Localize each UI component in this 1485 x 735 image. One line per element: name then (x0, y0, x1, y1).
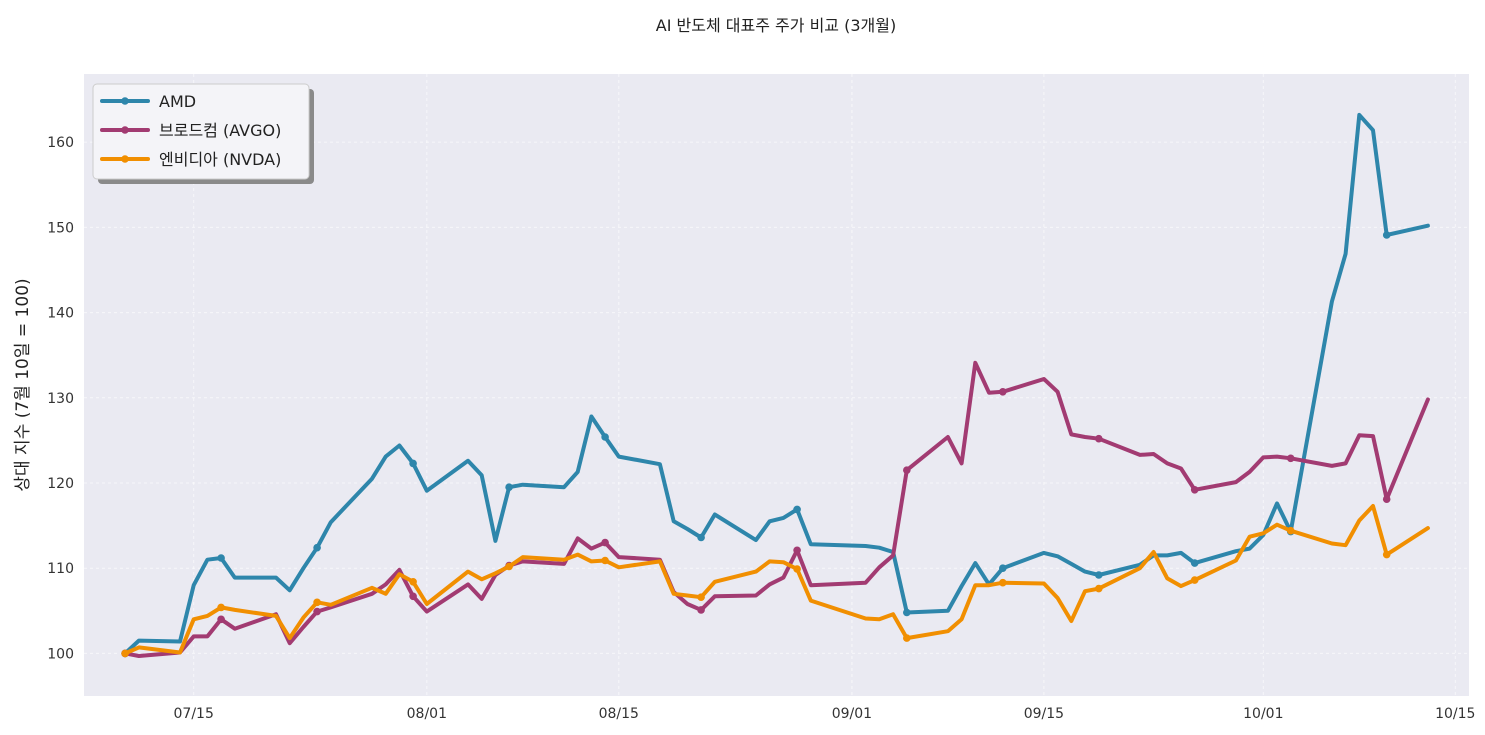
data-point (1190, 559, 1199, 567)
data-point (1095, 571, 1103, 579)
x-tick-label-3: 09/01 (832, 706, 872, 722)
data-point (903, 634, 911, 642)
data-point (1286, 526, 1295, 535)
legend: AMD 브로드컴 (AVGO) 엔비디아 (NVDA) (92, 83, 314, 184)
data-point (505, 562, 513, 571)
data-point (697, 593, 705, 601)
x-tick-label-6: 10/15 (1435, 706, 1475, 722)
data-point (697, 606, 705, 614)
data-point (601, 433, 609, 441)
legend-item-0: AMD (100, 92, 196, 111)
legend-label-2: 엔비디아 (NVDA) (159, 150, 281, 169)
legend-marker-1 (121, 126, 129, 134)
legend-item-2: 엔비디아 (NVDA) (100, 150, 281, 169)
data-point (313, 543, 321, 552)
data-point (793, 505, 801, 514)
data-point (1286, 454, 1295, 463)
legend-marker-0 (121, 97, 129, 105)
data-point (217, 554, 225, 562)
data-point (1190, 486, 1199, 494)
data-point (1382, 495, 1391, 504)
data-point (313, 607, 321, 616)
data-point (121, 649, 129, 658)
y-tick-label-2: 120 (47, 476, 74, 492)
data-point (217, 603, 225, 612)
data-point (601, 538, 609, 547)
data-point (999, 388, 1007, 396)
x-axis-ticks: 07/15 08/01 08/15 09/01 09/15 10/01 10/15 (174, 706, 1476, 722)
x-tick-label-0: 07/15 (174, 706, 214, 722)
legend-label-1: 브로드컴 (AVGO) (159, 121, 281, 140)
x-tick-label-5: 10/01 (1243, 706, 1283, 722)
data-point (1095, 584, 1103, 593)
data-point (1095, 434, 1103, 443)
y-tick-label-6: 160 (47, 135, 74, 151)
data-point (903, 608, 911, 617)
y-axis-ticks: 100 110 120 130 140 150 160 (47, 135, 74, 662)
legend-box (92, 83, 310, 180)
series-2 (121, 504, 1430, 658)
y-tick-label-3: 130 (47, 391, 74, 407)
data-point (697, 533, 705, 542)
series-group (121, 112, 1430, 658)
plot-area (84, 74, 1469, 696)
y-tick-label-4: 140 (47, 306, 74, 322)
legend-item-1: 브로드컴 (AVGO) (100, 121, 281, 140)
y-tick-label-5: 150 (47, 220, 74, 236)
x-tick-label-1: 08/01 (407, 706, 447, 722)
data-point (409, 578, 417, 586)
data-point (793, 546, 801, 555)
x-tick-label-4: 09/15 (1024, 706, 1064, 722)
chart-title: AI 반도체 대표주 주가 비교 (3개월) (656, 16, 896, 35)
legend-label-0: AMD (159, 92, 196, 111)
data-point (999, 564, 1007, 572)
legend-marker-2 (121, 155, 129, 163)
data-point (217, 615, 225, 624)
series-0 (121, 112, 1430, 658)
data-point (903, 466, 911, 475)
data-point (999, 578, 1007, 587)
y-axis-label: 상대 지수 (7월 10일 = 100) (13, 278, 33, 491)
data-point (1382, 231, 1391, 239)
x-tick-label-2: 08/15 (599, 706, 639, 722)
data-point (409, 592, 417, 601)
data-point (505, 483, 513, 492)
data-point (1382, 550, 1391, 559)
data-point (409, 459, 417, 468)
data-point (313, 598, 321, 607)
data-point (601, 556, 609, 565)
data-point (1190, 576, 1199, 584)
y-tick-label-0: 100 (47, 646, 74, 662)
data-point (793, 565, 801, 573)
y-tick-label-1: 110 (47, 561, 74, 577)
